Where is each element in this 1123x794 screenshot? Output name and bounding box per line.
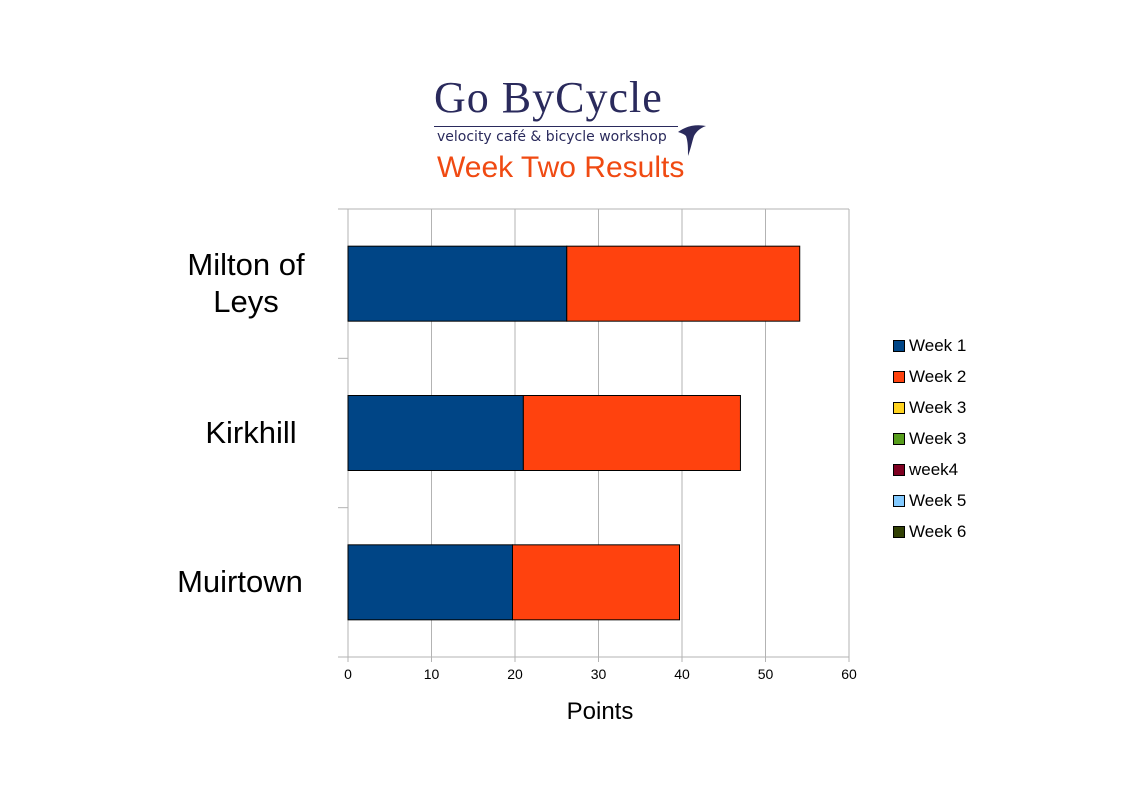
legend-item: Week 2 bbox=[893, 361, 966, 392]
category-label-kirkhill: Kirkhill bbox=[151, 414, 351, 451]
bar-segment bbox=[347, 245, 568, 322]
legend-swatch bbox=[893, 401, 905, 414]
legend-swatch bbox=[893, 370, 905, 383]
legend-swatch bbox=[893, 432, 905, 445]
bar-segment bbox=[347, 544, 513, 621]
x-tick-label: 0 bbox=[344, 666, 352, 682]
category-label-line: Kirkhill bbox=[205, 415, 297, 450]
category-label-line: Milton of bbox=[187, 247, 305, 282]
legend-item: week4 bbox=[893, 454, 966, 485]
legend-swatch bbox=[893, 339, 905, 352]
bar-segment bbox=[347, 395, 524, 471]
bars bbox=[347, 245, 801, 621]
logo-title: Go ByCycle bbox=[434, 73, 663, 122]
category-label-line: Leys bbox=[213, 284, 279, 319]
legend-label: Week 3 bbox=[909, 428, 967, 448]
legend-item: Week 1 bbox=[893, 330, 966, 361]
x-tick-label: 50 bbox=[758, 666, 774, 682]
category-label-muirtown: Muirtown bbox=[140, 563, 340, 600]
legend-label: Week 5 bbox=[909, 490, 967, 510]
legend-swatch bbox=[893, 494, 905, 507]
swift-bird-icon bbox=[678, 125, 706, 156]
legend-item: Week 3 bbox=[893, 392, 966, 423]
chart-title: Week Two Results bbox=[437, 151, 685, 184]
x-tick-label: 10 bbox=[424, 666, 440, 682]
bar-segment bbox=[522, 395, 741, 471]
legend-label: Week 6 bbox=[909, 521, 967, 541]
x-axis-title: Points bbox=[566, 698, 634, 725]
category-label-line: Muirtown bbox=[177, 564, 303, 599]
legend-swatch bbox=[893, 525, 905, 538]
legend: Week 1 Week 2 Week 3 Week 3 week4 Week 5… bbox=[893, 330, 966, 547]
legend-label: Week 1 bbox=[909, 335, 967, 355]
legend-item: Week 3 bbox=[893, 423, 966, 454]
legend-swatch bbox=[893, 463, 905, 476]
legend-label: Week 2 bbox=[909, 366, 967, 386]
logo-rule bbox=[434, 126, 678, 127]
x-tick-label: 30 bbox=[591, 666, 607, 682]
x-tick-label: 60 bbox=[841, 666, 857, 682]
category-label-milton-of-leys: Milton of Leys bbox=[146, 246, 346, 320]
x-tick-labels: 0 10 20 30 40 50 60 bbox=[344, 666, 857, 682]
logo-tagline: velocity café & bicycle workshop bbox=[437, 129, 667, 145]
legend-label: week4 bbox=[909, 459, 959, 479]
legend-item: Week 5 bbox=[893, 485, 966, 516]
bar-segment bbox=[566, 245, 801, 322]
legend-label: Week 3 bbox=[909, 397, 967, 417]
legend-item: Week 6 bbox=[893, 516, 966, 547]
x-tick-label: 40 bbox=[674, 666, 690, 682]
x-tick-label: 20 bbox=[507, 666, 523, 682]
bar-segment bbox=[511, 544, 680, 621]
